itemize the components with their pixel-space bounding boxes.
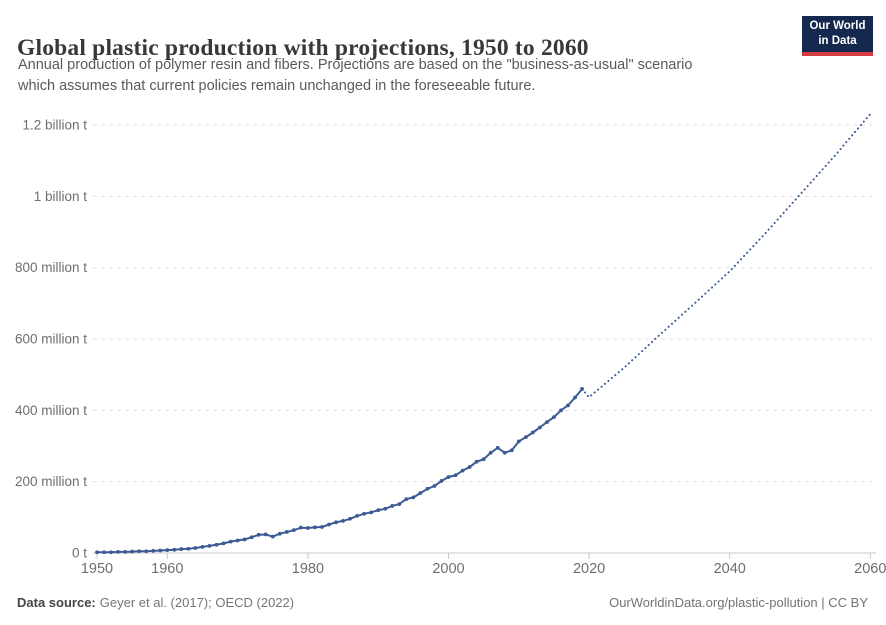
y-axis-label: 600 million t: [15, 332, 87, 347]
historical-data-point: [439, 479, 444, 483]
historical-data-point: [488, 450, 493, 455]
y-axis-label: 800 million t: [15, 260, 87, 275]
historical-data-point: [502, 450, 507, 455]
historical-data-point: [123, 550, 128, 554]
historical-data-point: [179, 547, 184, 551]
historical-data-point: [341, 519, 345, 523]
historical-data-point: [151, 548, 156, 553]
historical-data-point: [411, 495, 416, 500]
y-axis-label: 400 million t: [15, 403, 87, 418]
y-axis-label: 1.2 billion t: [22, 118, 87, 133]
data-source-label: Data source:: [17, 595, 96, 610]
y-axis-label: 0 t: [72, 546, 87, 561]
owid-logo[interactable]: Our World in Data: [802, 16, 873, 56]
x-axis-label: 1980: [292, 561, 324, 577]
historical-data-point: [397, 502, 402, 507]
historical-data-point: [355, 514, 360, 518]
historical-data-point: [552, 415, 556, 420]
historical-data-point: [453, 473, 458, 478]
owid-logo-line-2: in Data: [818, 34, 857, 47]
historical-data-point: [193, 546, 198, 550]
projection-series-line[interactable]: [581, 113, 872, 399]
historical-data-point: [516, 439, 521, 444]
historical-data-point: [327, 522, 331, 527]
historical-data-point: [573, 395, 577, 400]
historical-data-point: [172, 547, 177, 552]
subtitle-line-1: Annual production of polymer resin and f…: [18, 57, 693, 73]
historical-data-point: [530, 430, 535, 435]
historical-data-point: [200, 545, 205, 549]
historical-data-point: [376, 508, 381, 513]
x-axis-label: 1960: [151, 561, 183, 577]
historical-data-point: [270, 534, 275, 539]
historical-data-point: [291, 528, 296, 533]
historical-data-point: [334, 520, 338, 525]
page-subtitle: Annual production of polymer resin and f…: [18, 55, 768, 96]
x-axis-label: 2060: [854, 561, 886, 577]
historical-data-point: [523, 435, 528, 439]
y-axis-label: 1 billion t: [34, 189, 88, 204]
data-source-value: Geyer et al. (2017); OECD (2022): [99, 595, 295, 610]
historical-data-point: [228, 539, 233, 544]
historical-series-line[interactable]: [97, 388, 583, 554]
historical-data-point: [284, 530, 289, 534]
historical-data-point: [256, 532, 261, 537]
historical-data-point: [390, 504, 395, 508]
historical-data-point: [383, 506, 388, 511]
historical-data-point: [207, 543, 212, 548]
chart-footer: Data source: Geyer et al. (2017); OECD (2…: [0, 595, 886, 610]
data-source: Data source: Geyer et al. (2017); OECD (2…: [17, 595, 294, 610]
historical-data-point: [144, 549, 149, 554]
historical-data-point: [418, 491, 423, 495]
historical-data-point: [130, 549, 135, 554]
x-axis-label: 2040: [714, 561, 746, 577]
x-axis-label: 1950: [81, 561, 113, 577]
historical-data-point: [306, 526, 310, 530]
historical-data-point: [214, 542, 219, 547]
historical-data-point: [495, 445, 500, 450]
historical-data-point: [509, 448, 514, 453]
historical-data-point: [537, 425, 542, 430]
historical-data-point: [298, 525, 303, 530]
historical-data-point: [95, 550, 99, 555]
historical-data-point: [545, 420, 549, 425]
historical-data-point: [348, 516, 352, 521]
page-title: Global plastic production with projectio…: [17, 34, 589, 61]
footer-link[interactable]: OurWorldinData.org/plastic-pollution | C…: [609, 595, 868, 610]
historical-data-point: [432, 484, 437, 488]
historical-data-point: [263, 532, 268, 537]
historical-data-point: [474, 459, 479, 464]
historical-data-point: [320, 525, 324, 529]
historical-data-point: [137, 549, 142, 554]
x-axis-label: 2000: [432, 561, 464, 577]
historical-data-point: [116, 550, 120, 554]
historical-data-point: [404, 497, 409, 502]
historical-data-point: [277, 531, 282, 536]
historical-data-point: [235, 538, 240, 543]
historical-data-point: [467, 465, 472, 469]
historical-data-point: [362, 511, 367, 516]
historical-data-point: [186, 546, 191, 551]
historical-data-point: [102, 550, 106, 555]
historical-data-point: [221, 541, 226, 546]
historical-data-point: [481, 457, 486, 462]
historical-data-point: [249, 535, 254, 540]
y-axis-label: 200 million t: [15, 474, 87, 489]
owid-logo-line-1: Our World: [809, 20, 866, 32]
x-axis-label: 2020: [573, 561, 605, 577]
historical-data-point: [559, 408, 563, 413]
historical-data-point: [242, 537, 247, 542]
subtitle-line-2: which assumes that current policies rema…: [18, 77, 536, 94]
historical-data-point: [460, 468, 465, 473]
historical-data-point: [425, 486, 430, 491]
historical-data-point: [369, 510, 374, 515]
historical-data-point: [165, 548, 170, 553]
historical-data-point: [109, 550, 113, 555]
historical-data-point: [446, 475, 451, 479]
historical-data-point: [158, 548, 163, 553]
historical-data-point: [313, 525, 317, 530]
historical-data-point: [566, 403, 570, 408]
